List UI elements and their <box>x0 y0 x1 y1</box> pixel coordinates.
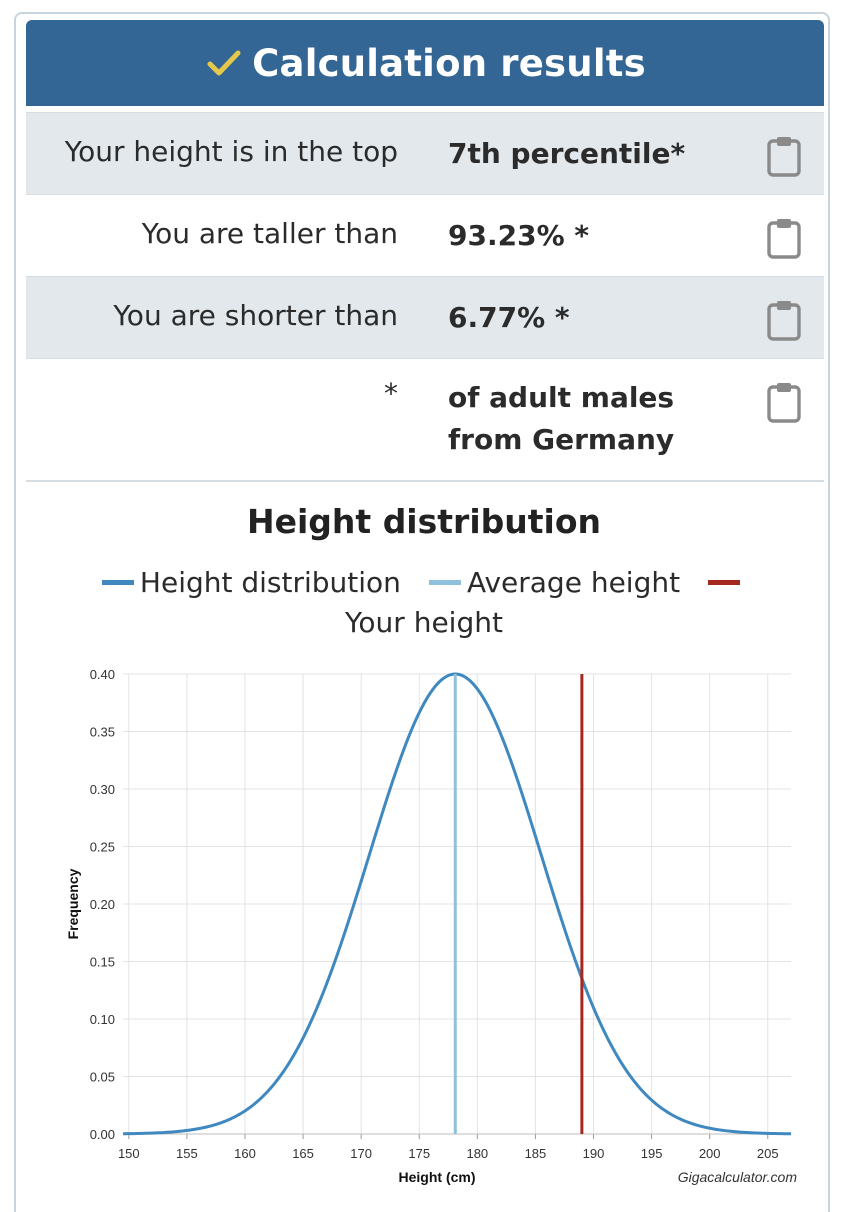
taller-value: 93.23% * <box>448 219 590 252</box>
x-tick-label: 180 <box>466 1146 488 1161</box>
shorter-label: You are shorter than <box>113 299 398 332</box>
y-tick-label: 0.10 <box>90 1012 115 1027</box>
legend-swatch-yours <box>708 579 741 585</box>
x-tick-label: 200 <box>699 1146 721 1161</box>
x-tick-label: 155 <box>176 1146 198 1161</box>
result-row-taller: You are taller than 93.23% * <box>26 194 824 276</box>
legend-swatch-distribution <box>101 579 134 585</box>
footnote-marker: * <box>384 377 398 410</box>
percentile-label: Your height is in the top <box>64 135 398 168</box>
copy-clipboard-icon[interactable] <box>766 217 802 259</box>
result-row-shorter: You are shorter than 6.77% * <box>26 276 824 358</box>
copy-clipboard-icon[interactable] <box>766 299 802 341</box>
x-tick-label: 160 <box>234 1146 256 1161</box>
y-tick-label: 0.40 <box>90 667 115 682</box>
y-tick-label: 0.05 <box>90 1070 115 1085</box>
y-tick-label: 0.30 <box>90 782 115 797</box>
y-tick-label: 0.00 <box>90 1127 115 1142</box>
footnote-line-1: of adult males <box>448 381 675 414</box>
footnote-line-2: from Germany <box>448 423 675 456</box>
y-tick-label: 0.15 <box>90 955 115 970</box>
height-distribution-chart: 0.00 0.05 0.10 0.15 0.20 0.25 0.30 0.35 0.40 150 1… <box>65 667 798 1185</box>
y-tick-label: 0.20 <box>90 897 115 912</box>
x-tick-label: 190 <box>583 1146 605 1161</box>
result-row-footnote: * of adult males from Germany <box>26 358 824 480</box>
y-tick-label: 0.35 <box>90 725 115 740</box>
x-tick-label: 195 <box>641 1146 663 1161</box>
results-header: Calculation results <box>26 20 824 106</box>
legend-label-distribution: Height distribution <box>139 565 401 599</box>
chart-legend: Height distribution Average height Your … <box>16 562 828 644</box>
x-tick-label: 175 <box>408 1146 430 1161</box>
legend-swatch-average <box>428 579 461 585</box>
legend-label-average: Average height <box>466 565 681 599</box>
x-tick-label: 150 <box>118 1146 140 1161</box>
shorter-value: 6.77% * <box>448 301 570 334</box>
copy-clipboard-icon[interactable] <box>766 135 802 177</box>
chart-title: Height distribution <box>247 502 601 541</box>
site-credit: Gigacalculator.com <box>678 1169 798 1185</box>
check-icon <box>207 50 241 76</box>
series-line-height-distribution <box>122 672 792 1136</box>
y-axis-label: Frequency <box>65 868 81 939</box>
x-tick-label: 165 <box>292 1146 314 1161</box>
x-tick-label: 170 <box>350 1146 372 1161</box>
legend-label-yours: Your height <box>345 606 503 639</box>
y-tick-label: 0.25 <box>90 840 115 855</box>
percentile-value: 7th percentile* <box>448 137 686 170</box>
footnote-text: of adult males from Germany <box>448 359 674 461</box>
copy-clipboard-icon[interactable] <box>766 381 802 423</box>
legend-item-yours[interactable]: Your height <box>16 602 828 644</box>
x-tick-label: 185 <box>525 1146 547 1161</box>
results-card: Calculation results Your height is in th… <box>14 12 830 1212</box>
taller-label: You are taller than <box>141 217 398 250</box>
legend-item-yours-swatch[interactable] <box>708 579 746 585</box>
result-row-percentile: Your height is in the top 7th percentile… <box>26 112 824 194</box>
x-tick-label: 205 <box>757 1146 779 1161</box>
x-axis-label: Height (cm) <box>399 1169 476 1185</box>
legend-item-average[interactable]: Average height <box>428 565 681 599</box>
section-divider <box>26 480 824 482</box>
legend-item-distribution[interactable]: Height distribution <box>101 565 401 599</box>
results-title: Calculation results <box>252 41 646 85</box>
